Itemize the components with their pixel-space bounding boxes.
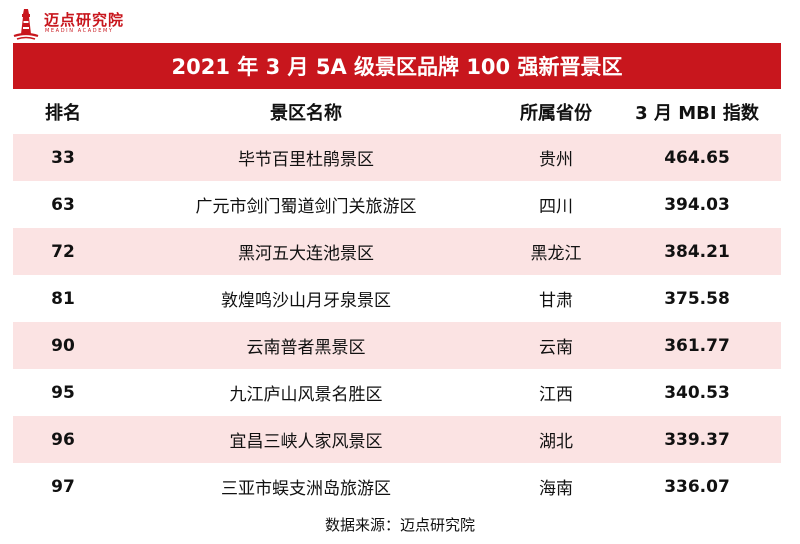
cell-province: 海南 <box>539 479 573 499</box>
cell-rank: 81 <box>51 288 75 309</box>
table-row: 96 宜昌三峡人家风景区 湖北 339.37 <box>13 416 781 463</box>
table-row: 95 九江庐山风景名胜区 江西 340.53 <box>13 369 781 416</box>
cell-mbi: 339.37 <box>664 429 730 450</box>
table-row: 97 三亚市蜈支洲岛旅游区 海南 336.07 <box>13 463 781 510</box>
cell-rank: 90 <box>51 335 75 356</box>
cell-mbi: 336.07 <box>664 476 730 497</box>
ranking-table: 排名 景区名称 所属省份 3 月 MBI 指数 33 毕节百里杜鹃景区 贵州 4… <box>13 89 781 510</box>
cell-rank: 63 <box>51 194 75 215</box>
data-source-note: 数据来源：迈点研究院 <box>324 516 475 534</box>
cell-rank: 95 <box>51 382 75 403</box>
cell-name: 敦煌鸣沙山月牙泉景区 <box>221 291 391 311</box>
cell-mbi: 361.77 <box>664 335 730 356</box>
header-name: 景区名称 <box>270 102 342 124</box>
table-row: 72 黑河五大连池景区 黑龙江 384.21 <box>13 228 781 275</box>
table-title: 2021 年 3 月 5A 级景区品牌 100 强新晋景区 <box>13 43 781 89</box>
cell-province: 四川 <box>539 197 573 217</box>
cell-province: 云南 <box>539 338 573 358</box>
cell-name: 九江庐山风景名胜区 <box>229 385 383 405</box>
brand-logo: 迈点研究院 MEADIN ACADEMY <box>12 6 172 42</box>
cell-mbi: 340.53 <box>664 382 730 403</box>
cell-name: 三亚市蜈支洲岛旅游区 <box>221 479 391 499</box>
cell-mbi: 464.65 <box>664 147 730 168</box>
table-row: 90 云南普者黑景区 云南 361.77 <box>13 322 781 369</box>
cell-province: 江西 <box>539 385 573 405</box>
header-rank: 排名 <box>45 102 81 124</box>
cell-rank: 96 <box>51 429 75 450</box>
table-row: 33 毕节百里杜鹃景区 贵州 464.65 <box>13 134 781 181</box>
cell-name: 毕节百里杜鹃景区 <box>238 150 374 170</box>
cell-name: 广元市剑门蜀道剑门关旅游区 <box>195 197 417 217</box>
brand-name: 迈点研究院 <box>44 11 125 29</box>
table-row: 81 敦煌鸣沙山月牙泉景区 甘肃 375.58 <box>13 275 781 322</box>
cell-name: 云南普者黑景区 <box>246 338 366 358</box>
cell-rank: 97 <box>51 476 75 497</box>
lighthouse-icon <box>13 9 39 40</box>
cell-name: 宜昌三峡人家风景区 <box>229 432 383 452</box>
cell-province: 湖北 <box>539 432 573 452</box>
cell-mbi: 375.58 <box>664 288 730 309</box>
table-row: 63 广元市剑门蜀道剑门关旅游区 四川 394.03 <box>13 181 781 228</box>
cell-province: 黑龙江 <box>530 244 582 264</box>
brand-subtitle: MEADIN ACADEMY <box>45 28 114 34</box>
cell-rank: 33 <box>51 147 75 168</box>
cell-name: 黑河五大连池景区 <box>238 244 374 264</box>
cell-mbi: 384.21 <box>664 241 730 262</box>
header-mbi: 3 月 MBI 指数 <box>635 102 759 124</box>
cell-province: 贵州 <box>539 150 573 170</box>
cell-rank: 72 <box>51 241 75 262</box>
header-province: 所属省份 <box>520 102 592 124</box>
cell-province: 甘肃 <box>539 291 573 311</box>
cell-mbi: 394.03 <box>664 194 730 215</box>
table-header-row: 排名 景区名称 所属省份 3 月 MBI 指数 <box>13 89 781 134</box>
